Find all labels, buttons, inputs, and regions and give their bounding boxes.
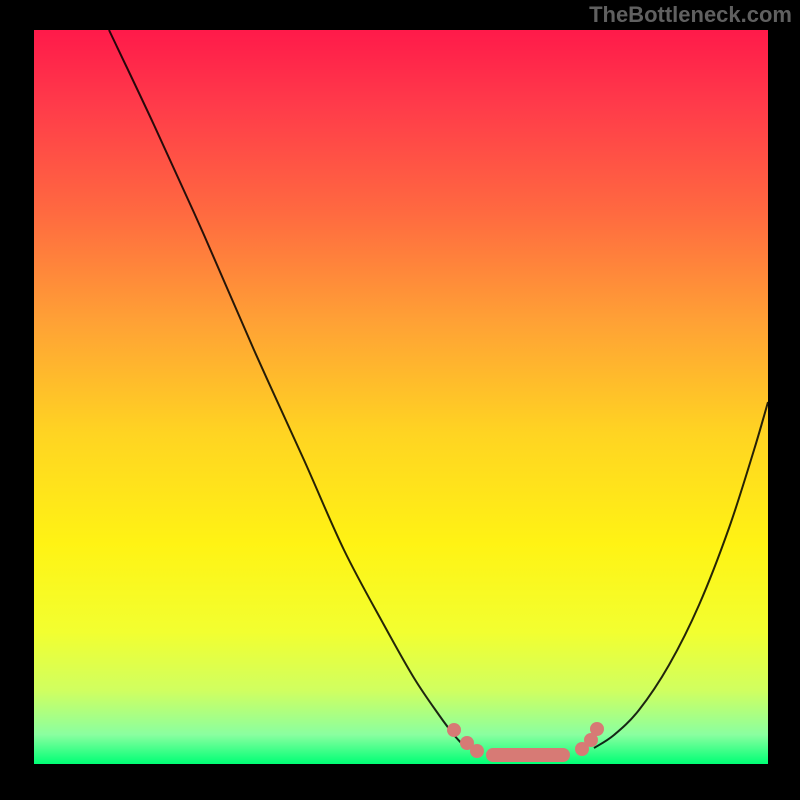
right-curve (594, 402, 768, 748)
attribution-text: TheBottleneck.com (589, 2, 792, 28)
bottom-marker-group (447, 722, 604, 762)
chart-frame: TheBottleneck.com (0, 0, 800, 800)
bottom-marker-capsule (486, 748, 570, 762)
plot-area (34, 30, 768, 764)
bottom-marker-dot (590, 722, 604, 736)
bottom-marker-dot (447, 723, 461, 737)
bottom-marker-dot (470, 744, 484, 758)
left-curve (109, 30, 466, 748)
curve-layer (34, 30, 768, 764)
